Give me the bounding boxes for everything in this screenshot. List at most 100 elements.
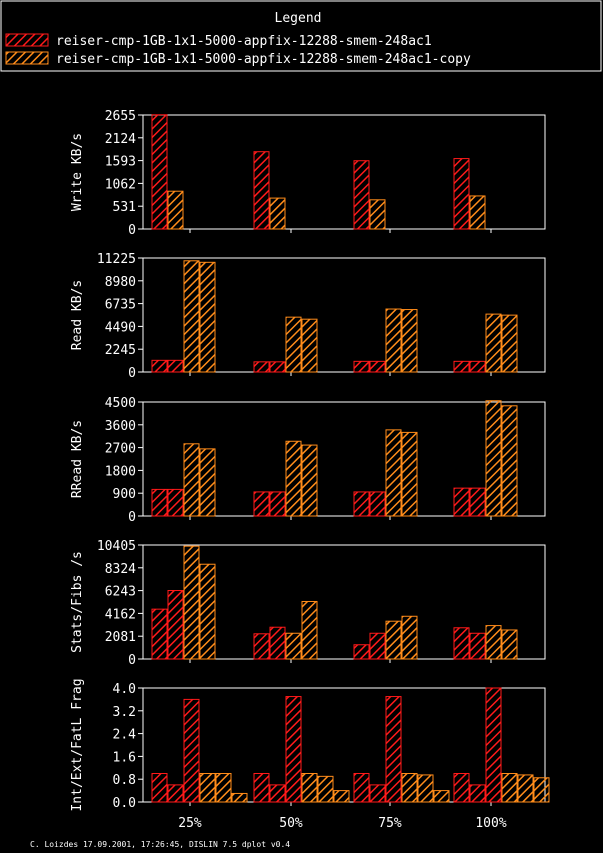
x-axis-labels: 25% 50% 75% 100% bbox=[178, 816, 507, 831]
bar-orange bbox=[501, 773, 518, 803]
bar-red bbox=[469, 784, 486, 803]
bar-red bbox=[353, 644, 370, 660]
bar-orange bbox=[285, 632, 302, 660]
bar-orange bbox=[231, 792, 248, 803]
y-tick-label: 2.4 bbox=[113, 728, 137, 743]
y-tick-label: 0 bbox=[128, 653, 136, 668]
bar-red bbox=[253, 151, 270, 230]
bar-orange bbox=[517, 774, 534, 803]
y-tick-label: 3.2 bbox=[113, 705, 136, 720]
bar-orange bbox=[199, 261, 216, 373]
bar-red bbox=[469, 487, 486, 517]
bar-red bbox=[151, 488, 168, 517]
bar-red bbox=[269, 626, 286, 660]
y-tick-label: 2700 bbox=[105, 442, 136, 457]
x-category-label: 75% bbox=[378, 816, 402, 831]
bar-orange bbox=[485, 313, 502, 373]
y-tick-label: 10405 bbox=[97, 539, 136, 554]
bar-red bbox=[369, 491, 386, 517]
legend-label-orange: reiser-cmp-1GB-1x1-5000-appfix-12288-sme… bbox=[56, 52, 471, 67]
bar-red bbox=[253, 361, 270, 373]
bar-orange bbox=[333, 790, 350, 803]
panel-frame bbox=[142, 544, 546, 660]
bar-red bbox=[167, 784, 184, 803]
bar-red bbox=[151, 114, 168, 230]
bar-red bbox=[151, 359, 168, 373]
legend-title: Legend bbox=[275, 11, 322, 26]
chart-panels: 0 531 1062 1593 2124 2655 Write KB/s 0 2245 4490 6… bbox=[70, 109, 550, 812]
bar-orange bbox=[369, 199, 386, 230]
y-tick-label: 4500 bbox=[105, 396, 136, 411]
bar-orange bbox=[385, 620, 402, 660]
bar-red bbox=[353, 491, 370, 517]
panel-frame bbox=[142, 401, 546, 517]
bar-red bbox=[469, 632, 486, 660]
y-tick-label: 4162 bbox=[105, 607, 136, 622]
bar-red bbox=[167, 488, 184, 517]
y-axis-label: Read KB/s bbox=[70, 280, 85, 350]
bar-orange bbox=[501, 405, 518, 517]
legend-swatch-orange bbox=[5, 51, 49, 65]
panel-5: 0.0 0.8 1.6 2.4 3.2 4.0 Int/Ext/FatL Frag bbox=[70, 678, 550, 812]
y-tick-label: 6243 bbox=[105, 585, 136, 600]
bar-orange bbox=[417, 774, 434, 803]
bar-orange bbox=[401, 309, 418, 373]
y-tick-label: 0 bbox=[128, 366, 136, 381]
y-tick-label: 4.0 bbox=[113, 682, 136, 697]
bar-red bbox=[369, 784, 386, 803]
bar-orange bbox=[285, 316, 302, 373]
legend-frame bbox=[0, 0, 602, 72]
bar-orange bbox=[301, 773, 318, 803]
y-tick-label: 0 bbox=[128, 223, 136, 238]
bar-red bbox=[469, 360, 486, 373]
bar-orange bbox=[183, 443, 200, 517]
bar-red bbox=[269, 491, 286, 517]
bar-red bbox=[167, 359, 184, 373]
bar-red bbox=[453, 627, 470, 660]
bar-red bbox=[167, 590, 184, 660]
legend: Legend reiser-cmp-1GB-1x1-5000-appfix-12… bbox=[0, 0, 602, 72]
legend-entry-orange: reiser-cmp-1GB-1x1-5000-appfix-12288-sme… bbox=[5, 51, 471, 67]
panel-frame bbox=[142, 257, 546, 373]
x-category-label: 50% bbox=[279, 816, 303, 831]
legend-entry-red: reiser-cmp-1GB-1x1-5000-appfix-12288-sme… bbox=[5, 33, 432, 49]
y-tick-label: 1.6 bbox=[113, 750, 136, 765]
y-axis-label: Stats/Fibs /s bbox=[70, 551, 85, 653]
bar-orange bbox=[501, 314, 518, 373]
y-tick-label: 900 bbox=[113, 487, 136, 502]
bar-orange bbox=[183, 260, 200, 373]
y-tick-label: 531 bbox=[113, 200, 136, 215]
y-tick-label: 6735 bbox=[105, 298, 136, 313]
bar-orange bbox=[469, 195, 486, 230]
bar-orange bbox=[401, 615, 418, 660]
legend-swatch-red bbox=[5, 33, 49, 47]
y-tick-label: 1800 bbox=[105, 464, 136, 479]
bar-orange bbox=[183, 545, 200, 660]
bar-red bbox=[485, 687, 502, 803]
bar-orange bbox=[301, 444, 318, 517]
bar-orange bbox=[285, 440, 302, 517]
bar-orange bbox=[199, 773, 216, 803]
y-tick-label: 8324 bbox=[105, 562, 136, 577]
legend-label-red: reiser-cmp-1GB-1x1-5000-appfix-12288-sme… bbox=[56, 34, 432, 49]
y-tick-label: 0.0 bbox=[113, 796, 136, 811]
panel-2: 0 2245 4490 6735 8980 11225 Read KB/s bbox=[70, 252, 546, 381]
y-tick-label: 0.8 bbox=[113, 773, 136, 788]
bar-red bbox=[385, 696, 402, 803]
bar-red bbox=[453, 773, 470, 803]
bar-red bbox=[369, 632, 386, 660]
bar-red bbox=[253, 491, 270, 517]
bar-red bbox=[453, 487, 470, 517]
bar-red bbox=[353, 773, 370, 803]
bar-orange bbox=[485, 625, 502, 660]
bar-orange bbox=[167, 190, 184, 230]
y-tick-label: 2124 bbox=[105, 132, 136, 147]
bar-orange bbox=[385, 429, 402, 517]
bar-orange bbox=[485, 400, 502, 517]
y-tick-label: 8980 bbox=[105, 275, 136, 290]
bar-red bbox=[151, 608, 168, 660]
bar-orange bbox=[317, 775, 334, 803]
bar-red bbox=[253, 633, 270, 660]
x-category-label: 100% bbox=[475, 816, 506, 831]
